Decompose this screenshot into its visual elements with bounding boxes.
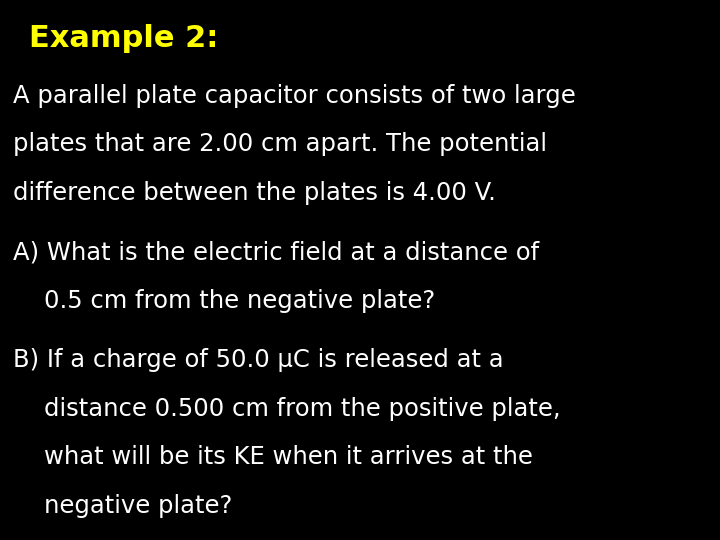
- Text: difference between the plates is 4.00 V.: difference between the plates is 4.00 V.: [13, 181, 496, 205]
- Text: B) If a charge of 50.0 μC is released at a: B) If a charge of 50.0 μC is released at…: [13, 348, 503, 372]
- Text: plates that are 2.00 cm apart. The potential: plates that are 2.00 cm apart. The poten…: [13, 132, 547, 156]
- Text: A parallel plate capacitor consists of two large: A parallel plate capacitor consists of t…: [13, 84, 576, 107]
- Text: 0.5 cm from the negative plate?: 0.5 cm from the negative plate?: [13, 289, 435, 313]
- Text: A) What is the electric field at a distance of: A) What is the electric field at a dista…: [13, 240, 539, 264]
- Text: negative plate?: negative plate?: [13, 494, 233, 518]
- Text: what will be its KE when it arrives at the: what will be its KE when it arrives at t…: [13, 446, 533, 469]
- Text: distance 0.500 cm from the positive plate,: distance 0.500 cm from the positive plat…: [13, 397, 561, 421]
- Text: Example 2:: Example 2:: [29, 24, 218, 53]
